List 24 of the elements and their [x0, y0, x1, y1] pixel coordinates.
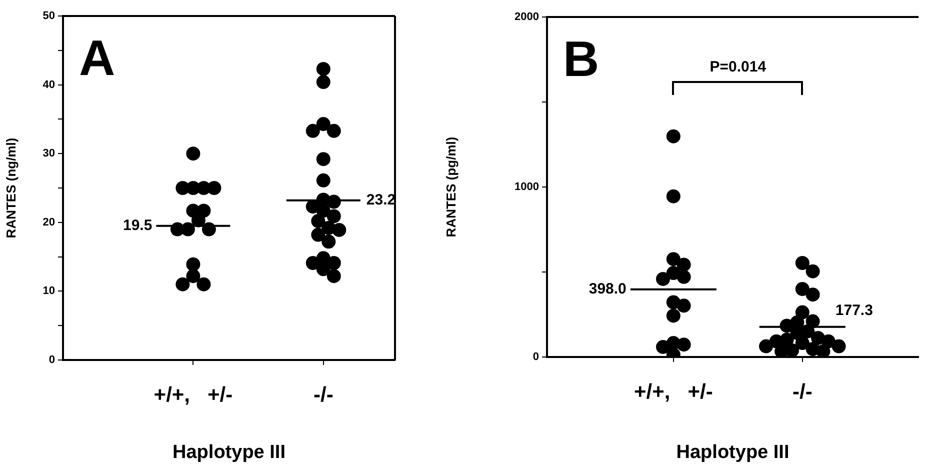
x-tick-label: -/-: [313, 383, 334, 406]
y-tick-label: 10: [42, 285, 55, 298]
x-tick-label: +/+, +/-: [634, 380, 713, 404]
ref-line-label: 177.3: [835, 302, 873, 319]
ref-line-label: 19.5: [122, 216, 152, 234]
y-tick-label: 0: [48, 354, 55, 366]
y-tick-label: 20: [42, 216, 55, 228]
y-tick-label: 40: [42, 78, 55, 91]
y-axis-title: RANTES (ng/ml): [3, 138, 18, 238]
x-tick-label: +/+, +/-: [154, 383, 233, 406]
y-tick-label: 30: [42, 148, 55, 160]
ref-line-label: 398.0: [588, 280, 626, 298]
annotation: P=0.014: [710, 58, 767, 76]
x-axis-title: Haplotype III: [676, 442, 790, 463]
y-tick-label: 0: [532, 351, 539, 364]
y-tick-label: 50: [42, 10, 55, 22]
ref-line-label: 23.2: [366, 192, 396, 209]
y-axis-title: RANTES (pg/ml): [443, 136, 458, 238]
chart-title: A: [79, 30, 116, 86]
chart-title: B: [563, 30, 600, 87]
y-tick-label: 1000: [514, 181, 539, 194]
y-tick-label: 2000: [514, 11, 539, 24]
x-tick-label: -/-: [792, 380, 812, 404]
x-axis-title: Haplotype III: [172, 442, 286, 463]
